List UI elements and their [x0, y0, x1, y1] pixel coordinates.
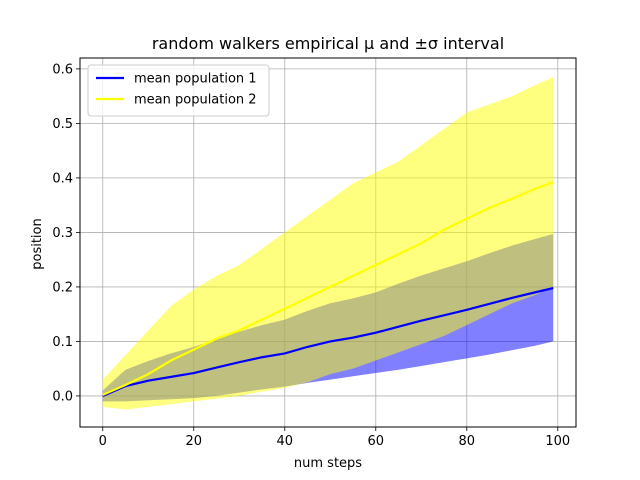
mean-lines	[102, 181, 554, 397]
mean-line-1	[102, 286, 554, 397]
chart-title: random walkers empirical μ and ±σ interv…	[152, 34, 504, 53]
x-axis-label: num steps	[294, 456, 362, 471]
y-tick-label: 0.0	[52, 389, 73, 404]
interval-bands	[102, 77, 554, 410]
y-axis-label: position	[30, 218, 45, 270]
legend-label-2: mean population 2	[134, 93, 257, 108]
y-tick-label: 0.6	[52, 62, 73, 77]
x-tick-label: 40	[276, 434, 293, 449]
y-tick-label: 0.3	[52, 226, 73, 241]
legend-label-1: mean population 1	[134, 72, 257, 87]
y-tick-label: 0.1	[52, 335, 73, 350]
y-tick-label: 0.4	[52, 171, 73, 186]
legend: mean population 1 mean population 2	[87, 64, 270, 117]
ticks: 0 20 40 60 80 100 0.0 0.1 0.2 0.3 0.4 0.5 0.6	[52, 62, 570, 449]
mean-line-2	[102, 181, 554, 396]
legend-box	[87, 64, 270, 117]
x-tick-label: 60	[368, 434, 385, 449]
axes-frame	[79, 57, 577, 428]
plot-area: 0 20 40 60 80 100 0.0 0.1 0.2 0.3 0.4 0.5 0.6	[52, 57, 577, 449]
x-tick-label: 100	[545, 434, 570, 449]
y-tick-label: 0.2	[52, 280, 73, 295]
interval-band-2	[102, 77, 554, 410]
x-tick-label: 0	[99, 434, 107, 449]
y-tick-label: 0.5	[52, 117, 73, 132]
x-tick-label: 80	[459, 434, 476, 449]
x-tick-label: 20	[185, 434, 202, 449]
